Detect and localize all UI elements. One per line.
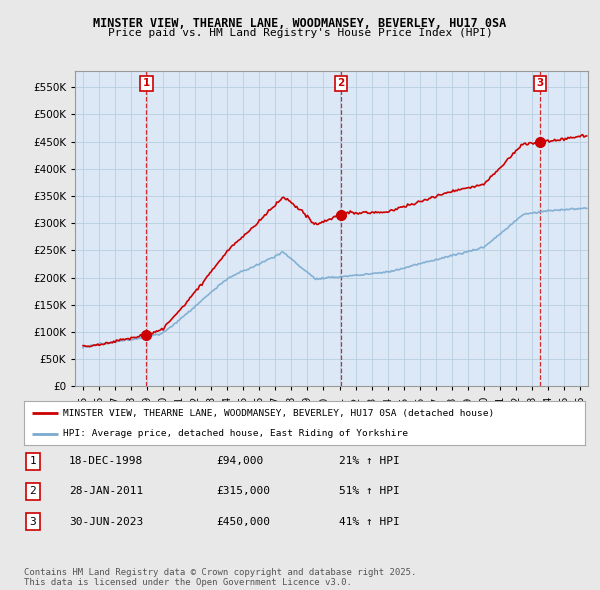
Text: 3: 3 (536, 78, 544, 88)
Text: 2: 2 (337, 78, 344, 88)
Text: MINSTER VIEW, THEARNE LANE, WOODMANSEY, BEVERLEY, HU17 0SA: MINSTER VIEW, THEARNE LANE, WOODMANSEY, … (94, 17, 506, 30)
Text: 21% ↑ HPI: 21% ↑ HPI (339, 457, 400, 466)
Text: HPI: Average price, detached house, East Riding of Yorkshire: HPI: Average price, detached house, East… (63, 429, 408, 438)
Text: 1: 1 (29, 457, 37, 466)
Text: 2: 2 (29, 487, 37, 496)
Text: 30-JUN-2023: 30-JUN-2023 (69, 517, 143, 526)
Text: MINSTER VIEW, THEARNE LANE, WOODMANSEY, BEVERLEY, HU17 0SA (detached house): MINSTER VIEW, THEARNE LANE, WOODMANSEY, … (63, 409, 494, 418)
Text: 1: 1 (143, 78, 150, 88)
Text: 28-JAN-2011: 28-JAN-2011 (69, 487, 143, 496)
Text: £315,000: £315,000 (216, 487, 270, 496)
Text: 41% ↑ HPI: 41% ↑ HPI (339, 517, 400, 526)
Text: Price paid vs. HM Land Registry's House Price Index (HPI): Price paid vs. HM Land Registry's House … (107, 28, 493, 38)
Text: Contains HM Land Registry data © Crown copyright and database right 2025.
This d: Contains HM Land Registry data © Crown c… (24, 568, 416, 587)
Text: 3: 3 (29, 517, 37, 526)
Text: 51% ↑ HPI: 51% ↑ HPI (339, 487, 400, 496)
Text: 18-DEC-1998: 18-DEC-1998 (69, 457, 143, 466)
Text: £94,000: £94,000 (216, 457, 263, 466)
Text: £450,000: £450,000 (216, 517, 270, 526)
